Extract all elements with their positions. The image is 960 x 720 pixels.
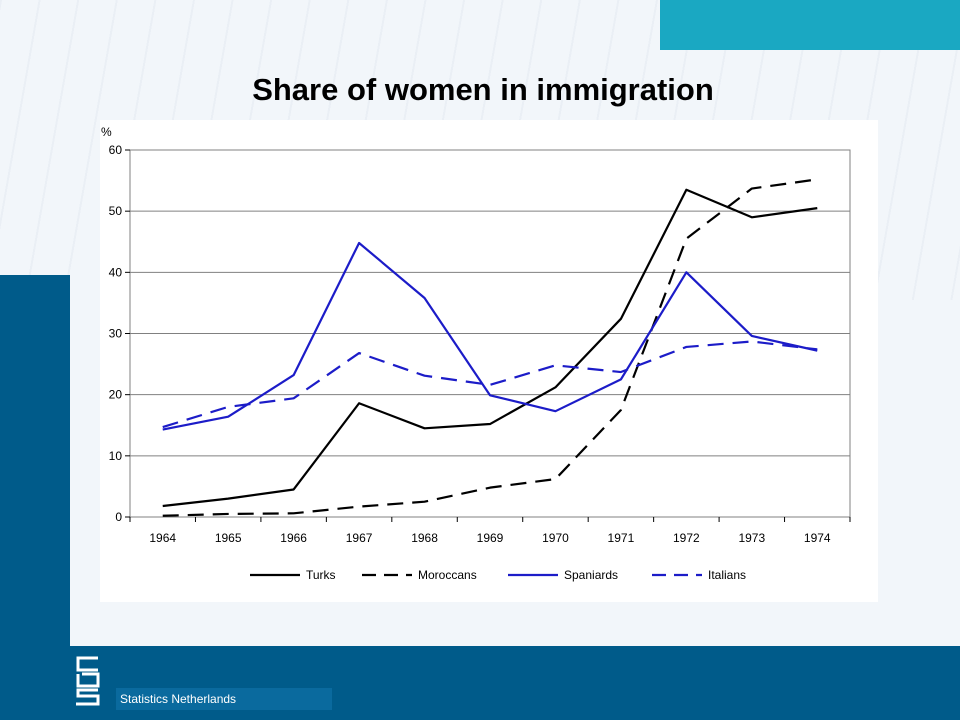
x-tick-label: 1968 — [411, 531, 438, 545]
y-tick-label: 30 — [109, 327, 123, 341]
x-tick-label: 1974 — [804, 531, 831, 545]
y-tick-label: 10 — [109, 449, 123, 463]
line-chart: 0 10 20 30 40 50 60% 1964 1965 1966 1967 1968 1969 19… — [101, 125, 851, 582]
x-tick-label: 1969 — [477, 531, 504, 545]
series-line-spaniards — [162, 241, 818, 431]
legend-label: Moroccans — [418, 568, 477, 582]
x-tick-label: 1971 — [608, 531, 635, 545]
legend-label: Turks — [306, 568, 336, 582]
legend-label: Italians — [708, 568, 746, 582]
y-axis-label: % — [101, 125, 112, 139]
footer-organization: Statistics Netherlands — [116, 688, 332, 710]
x-tick-label: 1964 — [149, 531, 176, 545]
accent-bar — [660, 0, 960, 50]
x-tick-label: 1967 — [346, 531, 373, 545]
x-tick-label: 1965 — [215, 531, 242, 545]
chart-panel — [100, 120, 878, 602]
x-tick-label: 1966 — [280, 531, 307, 545]
y-tick-label: 0 — [115, 510, 122, 524]
x-tick-label: 1972 — [673, 531, 700, 545]
y-tick-label: 40 — [109, 265, 123, 279]
legend-label: Spaniards — [564, 568, 618, 582]
x-tick-label: 1973 — [738, 531, 765, 545]
series-line-italians — [162, 340, 818, 429]
y-tick-label: 50 — [109, 204, 123, 218]
y-tick-label: 60 — [109, 143, 123, 157]
x-tick-label: 1970 — [542, 531, 569, 545]
series-line-turks — [162, 188, 818, 508]
series-line-moroccans — [162, 178, 818, 517]
y-tick-label: 20 — [109, 388, 123, 402]
cbs-logo-icon — [76, 656, 100, 706]
left-color-band — [0, 275, 70, 720]
slide-title: Share of women in immigration — [252, 72, 714, 107]
